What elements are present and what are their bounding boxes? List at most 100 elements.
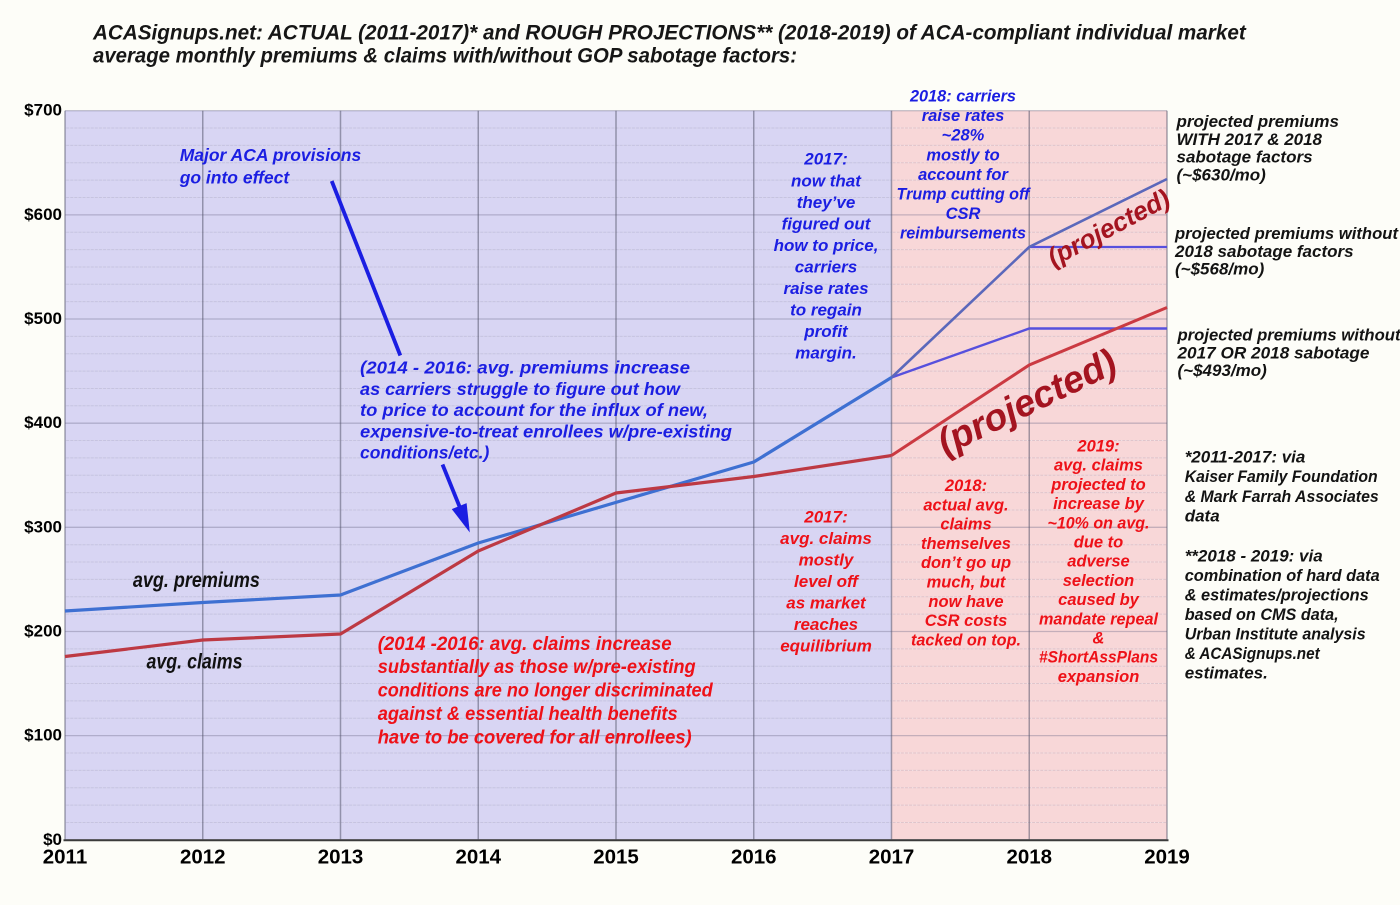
svg-text:~28%: ~28% [942,127,985,145]
svg-text:conditions/etc.): conditions/etc.) [360,443,489,463]
svg-text:& Mark Farrah Associates: & Mark Farrah Associates [1185,487,1379,506]
svg-text:(~$630/mo): (~$630/mo) [1177,165,1267,184]
svg-text:go into effect: go into effect [179,167,291,187]
svg-text:& estimates/projections: & estimates/projections [1185,586,1369,605]
svg-text:avg. claims: avg. claims [147,650,243,674]
svg-text:they’ve: they’ve [797,193,856,212]
svg-text:2018: 2018 [1006,846,1052,869]
svg-text:avg. claims: avg. claims [1054,457,1143,475]
svg-text:**2018 - 2019: via: **2018 - 2019: via [1185,547,1323,566]
svg-text:$300: $300 [24,517,62,536]
svg-text:2018 sabotage factors: 2018 sabotage factors [1174,242,1354,261]
svg-text:2017:: 2017: [803,508,847,527]
svg-text:CSR costs: CSR costs [925,612,1008,630]
svg-text:& ACASignups.net: & ACASignups.net [1185,644,1321,663]
svg-text:WITH 2017 & 2018: WITH 2017 & 2018 [1177,130,1323,149]
svg-text:2015: 2015 [593,846,639,869]
svg-text:much, but: much, but [927,574,1007,592]
svg-text:Kaiser Family Foundation: Kaiser Family Foundation [1185,467,1378,486]
svg-text:$400: $400 [24,413,62,432]
svg-text:$600: $600 [24,205,62,224]
svg-text:2018: carriers: 2018: carriers [909,88,1016,106]
svg-text:carriers: carriers [795,257,857,276]
svg-text:2014: 2014 [455,846,501,869]
svg-text:~10% on avg.: ~10% on avg. [1048,514,1150,532]
svg-text:2016: 2016 [731,846,777,869]
svg-text:$0: $0 [43,830,62,849]
svg-text:as market: as market [786,594,867,613]
svg-text:tacked on top.: tacked on top. [911,631,1021,649]
svg-text:raise rates: raise rates [783,279,868,298]
svg-text:$700: $700 [24,101,62,120]
svg-text:substantially as those w/pre-e: substantially as those w/pre-existing [378,656,696,678]
svg-text:2019:: 2019: [1076,438,1119,456]
svg-text:estimates.: estimates. [1185,664,1268,683]
svg-text:2013: 2013 [318,846,364,869]
svg-text:(2014 -2016: avg. claims incre: (2014 -2016: avg. claims increase [378,633,672,655]
svg-text:avg. claims: avg. claims [780,529,872,548]
svg-text:against & essential health ben: against & essential health benefits [378,703,678,725]
svg-text:data: data [1185,507,1220,526]
svg-text:(~$493/mo): (~$493/mo) [1178,361,1268,380]
svg-text:2017: 2017 [869,846,915,869]
svg-text:selection: selection [1063,572,1135,590]
svg-text:&: & [1093,630,1105,648]
svg-text:*2011-2017: via: *2011-2017: via [1185,448,1306,467]
svg-text:Major ACA provisions: Major ACA provisions [180,145,362,165]
svg-text:average monthly premiums & cla: average monthly premiums & claims with/w… [93,44,797,68]
svg-text:reimbursements: reimbursements [900,225,1026,243]
svg-text:level off: level off [794,572,860,591]
svg-text:projected premiums without: projected premiums without [1174,224,1399,243]
svg-text:figured out: figured out [782,214,872,233]
svg-text:claims: claims [940,516,991,534]
svg-text:caused by: caused by [1058,591,1140,609]
svg-text:to price to account for the in: to price to account for the influx of ne… [360,400,708,420]
svg-text:(2014 - 2016: avg. premiums in: (2014 - 2016: avg. premiums increase [360,358,690,378]
svg-text:expansion: expansion [1058,668,1140,686]
svg-text:projected premiums without: projected premiums without [1177,326,1400,345]
svg-text:equilibrium: equilibrium [780,637,872,656]
svg-text:how to price,: how to price, [774,236,879,255]
svg-text:2012: 2012 [180,846,226,869]
svg-text:now that: now that [791,171,862,190]
svg-text:$500: $500 [24,309,62,328]
svg-text:2017 OR 2018 sabotage: 2017 OR 2018 sabotage [1176,343,1369,362]
svg-text:conditions are no longer discr: conditions are no longer discriminated [378,680,714,702]
svg-text:$200: $200 [24,621,62,640]
svg-text:avg. premiums: avg. premiums [133,568,260,592]
svg-text:increase by: increase by [1053,495,1145,513]
svg-text:ACASignups.net: ACTUAL (2011-2: ACASignups.net: ACTUAL (2011-2017)* and … [92,20,1247,44]
svg-text:themselves: themselves [921,535,1011,553]
svg-text:as carriers struggle to figure: as carriers struggle to figure out how [360,379,681,399]
svg-text:due to: due to [1074,534,1124,552]
svg-text:CSR: CSR [946,205,981,223]
svg-text:$100: $100 [24,726,62,745]
svg-text:(~$568/mo): (~$568/mo) [1175,260,1265,279]
svg-text:Trump cutting off: Trump cutting off [897,186,1031,204]
svg-text:2011: 2011 [43,846,87,869]
svg-text:profit: profit [803,322,849,341]
svg-text:combination of hard data: combination of hard data [1185,566,1380,585]
svg-text:don’t go up: don’t go up [921,554,1011,572]
svg-text:reaches: reaches [794,615,858,634]
svg-text:Urban Institute analysis: Urban Institute analysis [1185,625,1366,644]
svg-text:2019: 2019 [1144,846,1190,869]
svg-text:adverse: adverse [1067,553,1129,571]
svg-text:account for: account for [918,166,1009,184]
svg-text:projected premiums: projected premiums [1176,112,1340,131]
svg-text:to regain: to regain [790,301,862,320]
svg-text:projected to: projected to [1050,476,1145,494]
svg-text:margin.: margin. [795,344,856,363]
svg-text:mostly: mostly [799,551,855,570]
svg-text:now have: now have [928,593,1003,611]
svg-text:mandate repeal: mandate repeal [1039,610,1158,628]
svg-text:#ShortAssPlans: #ShortAssPlans [1039,649,1158,667]
svg-text:expensive-to-treat enrollees w: expensive-to-treat enrollees w/pre-exist… [360,421,732,441]
svg-text:raise rates: raise rates [922,107,1005,125]
svg-text:based on CMS data,: based on CMS data, [1185,605,1339,624]
svg-text:2017:: 2017: [803,150,847,169]
svg-text:sabotage factors: sabotage factors [1177,148,1313,167]
svg-text:actual avg.: actual avg. [923,496,1008,514]
svg-text:2018:: 2018: [944,477,987,495]
svg-text:have to be covered for all enr: have to be covered for all enrollees) [378,726,692,748]
